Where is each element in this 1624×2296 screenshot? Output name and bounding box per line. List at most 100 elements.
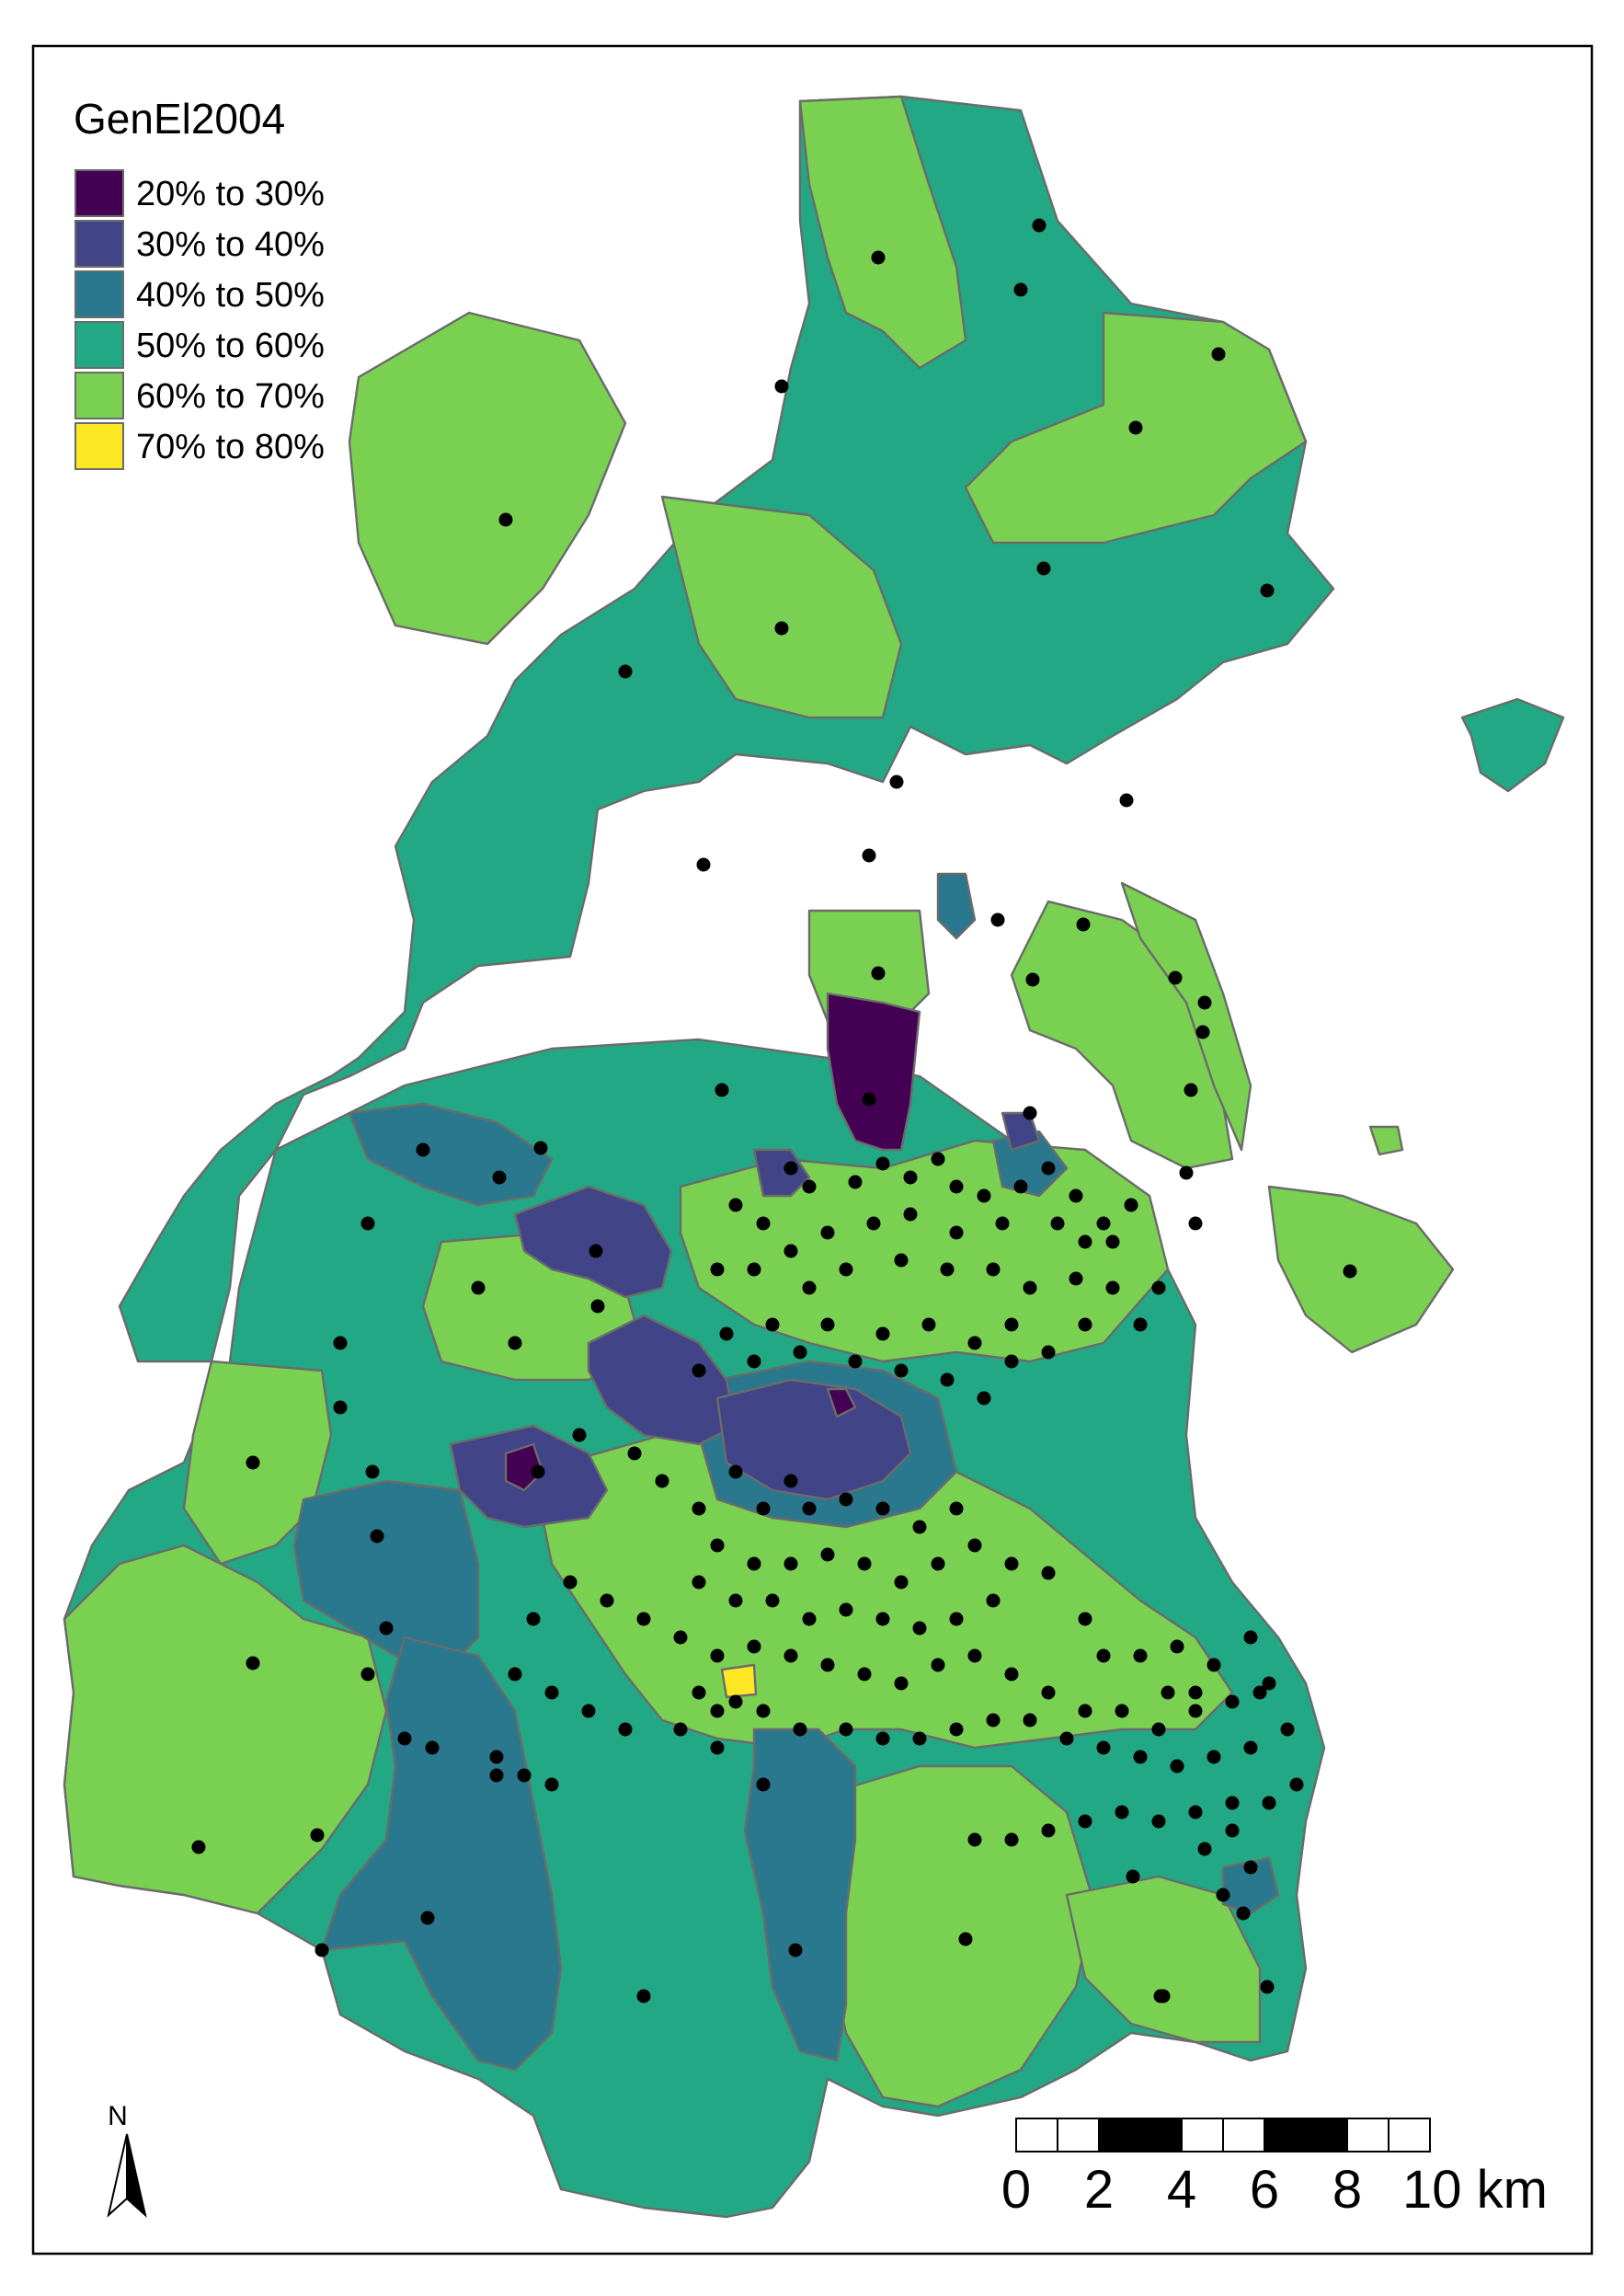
region-centroid — [931, 1152, 945, 1166]
region-centroid — [940, 1372, 955, 1387]
region-centroid — [563, 1575, 578, 1590]
scale-bar: 0 2 4 6 8 10 km — [1001, 2118, 1548, 2220]
region-centroid — [1013, 1179, 1028, 1194]
scale-bar-segment — [1181, 2118, 1224, 2152]
region-centroid — [756, 1501, 771, 1516]
region-centroid — [756, 1216, 771, 1231]
legend-label: 20% to 30% — [136, 175, 325, 213]
region-centroid — [1243, 1740, 1258, 1755]
region-centroid — [600, 1593, 614, 1608]
region-centroid — [783, 1556, 798, 1571]
region-centroid — [1195, 1025, 1210, 1039]
region-centroid — [912, 1731, 927, 1746]
legend-swatch — [74, 270, 124, 318]
region-centroid — [1078, 1704, 1092, 1718]
region-centroid — [1225, 1694, 1240, 1709]
region-centroid — [1126, 1869, 1140, 1884]
region-centroid — [1105, 1280, 1120, 1295]
region-centroid — [618, 664, 633, 679]
region-centroid — [857, 1556, 872, 1571]
region-centroid — [333, 1336, 348, 1350]
region-centroid — [526, 1612, 541, 1626]
region-centroid — [747, 1354, 761, 1369]
region-60-70-coast-strip — [1120, 881, 1252, 1152]
region-centroid — [636, 1989, 651, 2003]
region-centroid — [1013, 282, 1028, 297]
region-centroid — [862, 1092, 876, 1107]
region-centroid — [673, 1722, 688, 1737]
region-centroid — [977, 1188, 991, 1203]
region-centroid — [618, 1722, 633, 1737]
legend-swatch — [74, 321, 124, 369]
region-centroid — [949, 1612, 964, 1626]
region-centroid — [1133, 1750, 1148, 1764]
region-30-40-west — [587, 1314, 738, 1446]
scale-bar-segment — [1264, 2118, 1307, 2152]
region-centroid — [839, 1262, 853, 1277]
region-centroid — [1170, 1759, 1184, 1774]
region-centroid — [894, 1253, 909, 1268]
region-60-70-islet-small — [1368, 1125, 1404, 1156]
scale-bar-label: 4 — [1167, 2160, 1196, 2220]
region-base-north — [118, 95, 1335, 1363]
scale-bar-segment — [1388, 2118, 1431, 2152]
region-centroid — [912, 1520, 927, 1534]
region-centroid — [949, 1179, 964, 1194]
region-centroid — [788, 1943, 803, 1957]
region-centroid — [1041, 1823, 1056, 1838]
region-centroid — [967, 1538, 982, 1553]
region-centroid — [820, 1317, 835, 1332]
scale-bar-segment — [1346, 2118, 1390, 2152]
region-centroids — [191, 218, 1357, 2003]
region-centroid — [866, 1216, 881, 1231]
region-centroid — [416, 1142, 430, 1157]
region-centroid — [783, 1648, 798, 1663]
region-centroid — [1179, 1165, 1194, 1180]
region-centroid — [310, 1828, 325, 1843]
region-centroid — [783, 1474, 798, 1488]
region-centroid — [498, 512, 513, 527]
region-centroid — [1211, 347, 1226, 362]
region-centroid — [875, 1501, 890, 1516]
region-centroid — [977, 1391, 991, 1406]
region-centroid — [246, 1656, 260, 1670]
region-20-30-city — [826, 1387, 857, 1418]
legend-swatch — [74, 169, 124, 217]
legend-items: 20% to 30% 30% to 40% 40% to 50% 50% to 60%… — [74, 169, 325, 470]
region-centroid — [1069, 1271, 1083, 1286]
region-centroid — [710, 1704, 725, 1718]
region-centroid — [1156, 1989, 1171, 2003]
region-centroid — [1128, 420, 1143, 435]
region-60-70-nw — [348, 311, 627, 646]
region-60-70-southeast — [1065, 1875, 1262, 2044]
region-centroid — [765, 1317, 780, 1332]
region-centroid — [1188, 1704, 1203, 1718]
north-arrow-outline-icon — [107, 2133, 128, 2218]
region-centroid — [1025, 972, 1040, 987]
region-centroid — [728, 1198, 743, 1212]
scale-bar-label: 0 — [1001, 2160, 1031, 2220]
region-centroid — [1004, 1317, 1019, 1332]
region-60-70-southwest — [63, 1544, 388, 1915]
region-centroid — [191, 1840, 206, 1854]
region-centroid — [903, 1207, 918, 1222]
legend: GenEl2004 20% to 30% 30% to 40% 40% to 50%… — [74, 95, 325, 470]
region-60-70-inner-city — [679, 1139, 1170, 1363]
region-centroid — [1078, 1234, 1092, 1249]
region-centroid — [425, 1740, 440, 1755]
region-centroid — [802, 1179, 817, 1194]
region-centroid — [710, 1538, 725, 1553]
region-centroid — [839, 1602, 853, 1617]
region-centroid — [820, 1547, 835, 1562]
region-centroid — [728, 1593, 743, 1608]
region-centroid — [1262, 1676, 1276, 1691]
region-centroid — [774, 621, 789, 636]
region-30-40-north — [752, 1148, 811, 1198]
region-40-50-south-central — [743, 1728, 857, 2062]
region-centroid — [1059, 1731, 1074, 1746]
region-centroid — [692, 1501, 706, 1516]
region-centroid — [710, 1648, 725, 1663]
region-centroid — [715, 1083, 729, 1097]
region-centroid — [1115, 1704, 1129, 1718]
